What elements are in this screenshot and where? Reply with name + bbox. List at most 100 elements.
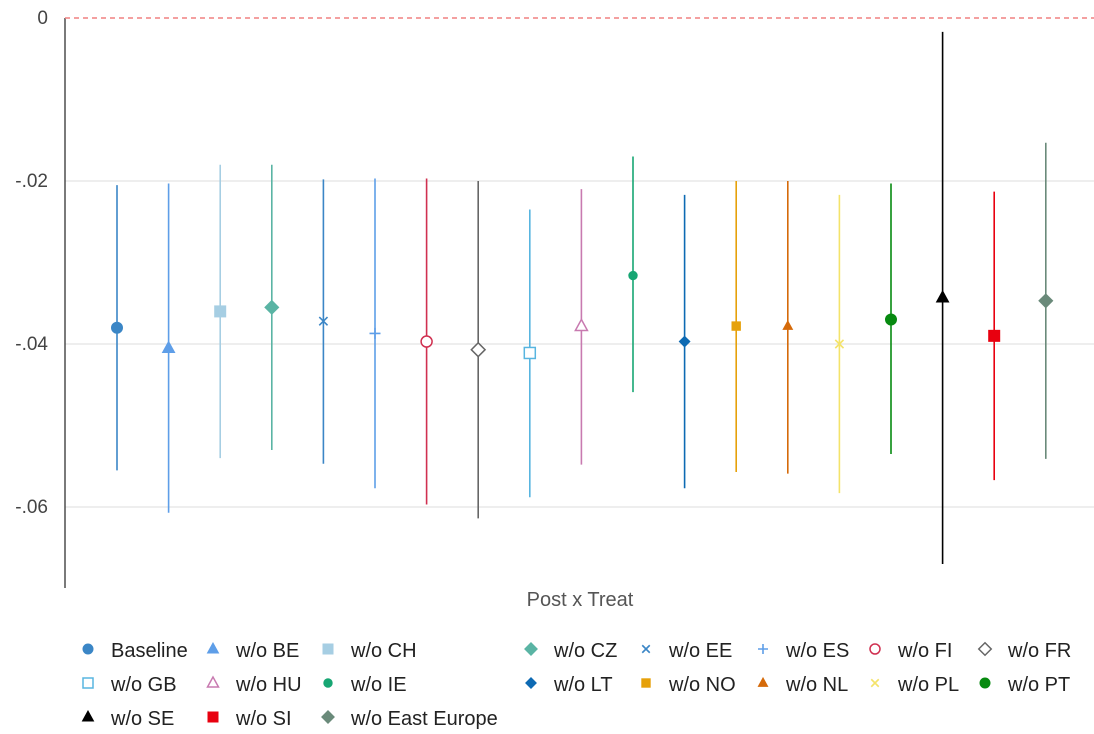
legend-label: w/o SE [110, 708, 174, 730]
legend-item: w/o SI [207, 708, 292, 730]
series-w-o-si [988, 191, 1001, 481]
legend-item: w/o EE [641, 640, 732, 662]
point-estimate [731, 321, 741, 331]
series-w-o-east-europe [1038, 142, 1054, 459]
series-w-o-hu [574, 189, 589, 465]
legend-label: w/o East Europe [350, 708, 498, 730]
legend-marker [323, 678, 333, 688]
legend-marker [757, 676, 769, 687]
legend-label: w/o FR [1007, 640, 1071, 662]
point-estimate [988, 329, 1001, 342]
legend-item: w/o CZ [524, 640, 617, 662]
point-estimate [574, 317, 589, 332]
point-estimate [161, 340, 176, 353]
legend-item: w/o GB [82, 674, 177, 696]
legend-marker [322, 643, 334, 655]
legend-item: Baseline [82, 640, 188, 662]
legend-item: w/o FI [869, 640, 952, 662]
legend-item: w/o BE [206, 640, 299, 662]
legend-label: w/o IE [350, 674, 407, 696]
legend-item: w/o NL [757, 674, 848, 696]
series-w-o-fr [470, 181, 487, 519]
legend-marker [870, 678, 880, 688]
legend-label: w/o HU [235, 674, 302, 696]
series-w-o-ie [628, 156, 638, 393]
legend-marker [869, 643, 881, 655]
legend-label: w/o SI [235, 708, 292, 730]
legend-label: w/o ES [785, 640, 849, 662]
series-w-o-lt [678, 194, 691, 489]
gridlines [65, 180, 1094, 508]
legend-label: w/o BE [235, 640, 299, 662]
series-w-o-fi [420, 178, 433, 505]
legend-label: w/o FI [897, 640, 952, 662]
legend-item: w/o FR [977, 640, 1071, 662]
point-estimate [678, 335, 691, 348]
point-estimate [420, 335, 433, 348]
legend-label: w/o CH [350, 640, 417, 662]
y-tick-label: -.02 [15, 171, 48, 192]
series-w-o-be [161, 183, 176, 513]
legend-item: w/o CH [322, 640, 417, 662]
point-estimate [264, 299, 280, 315]
point-estimate [935, 289, 950, 303]
point-estimate [782, 319, 794, 330]
legend-item: w/o PL [870, 674, 959, 696]
legend-marker [758, 644, 768, 654]
y-tick-label: 0 [37, 8, 48, 29]
legend-label: w/o PT [1007, 674, 1070, 696]
legend-label: w/o NO [668, 674, 736, 696]
series-w-o-pt [885, 183, 897, 455]
series-w-o-es [369, 178, 381, 489]
legend-marker [977, 641, 993, 657]
legend-label: w/o PL [897, 674, 959, 696]
y-tick-label: -.06 [15, 497, 48, 518]
series-w-o-no [731, 181, 741, 472]
legend-item: w/o HU [206, 674, 302, 696]
series-w-o-pl [834, 194, 845, 494]
legend-label: w/o LT [553, 674, 613, 696]
legend-item: w/o LT [525, 674, 613, 696]
legend-label: w/o EE [668, 640, 732, 662]
legend-marker [81, 709, 95, 722]
legend-item: w/o NO [641, 674, 736, 696]
legend-marker [206, 675, 220, 688]
legend-marker [321, 710, 335, 724]
point-estimate [214, 305, 227, 318]
y-axis: 0 -.02 -.04 -.06 [15, 8, 66, 588]
legend-label: w/o GB [110, 674, 177, 696]
legend-item: w/o East Europe [321, 708, 498, 730]
legend-marker [979, 677, 991, 689]
legend-label: w/o CZ [553, 640, 617, 662]
point-estimate [523, 346, 537, 360]
legend-label: Baseline [111, 640, 188, 662]
x-axis-label: Post x Treat [527, 589, 634, 611]
y-tick-label: -.04 [15, 334, 48, 355]
legend-marker [82, 643, 94, 655]
legend: Baseline w/o BE w/o CH w/o CZ w/o EE w/o ES w/… [81, 640, 1071, 730]
point-estimate [1038, 293, 1054, 309]
legend-marker [641, 644, 651, 654]
legend-item: w/o SE [81, 708, 174, 730]
series-group [111, 31, 1054, 565]
series-w-o-ee [318, 179, 329, 464]
point-estimate [628, 270, 638, 281]
legend-marker [524, 642, 538, 656]
point-estimate [834, 339, 845, 349]
series-baseline [111, 185, 123, 471]
legend-item: w/o IE [323, 674, 407, 696]
legend-marker [82, 677, 94, 689]
point-estimate [318, 316, 329, 326]
point-estimate [885, 313, 897, 326]
legend-marker [525, 677, 537, 689]
series-w-o-cz [264, 164, 280, 450]
point-estimate [111, 321, 123, 334]
legend-marker [206, 641, 220, 654]
legend-label: w/o NL [785, 674, 848, 696]
point-estimate [470, 341, 487, 358]
series-w-o-se [935, 31, 950, 565]
legend-item: w/o ES [758, 640, 849, 662]
series-w-o-ch [214, 164, 227, 459]
point-estimate [369, 327, 381, 339]
